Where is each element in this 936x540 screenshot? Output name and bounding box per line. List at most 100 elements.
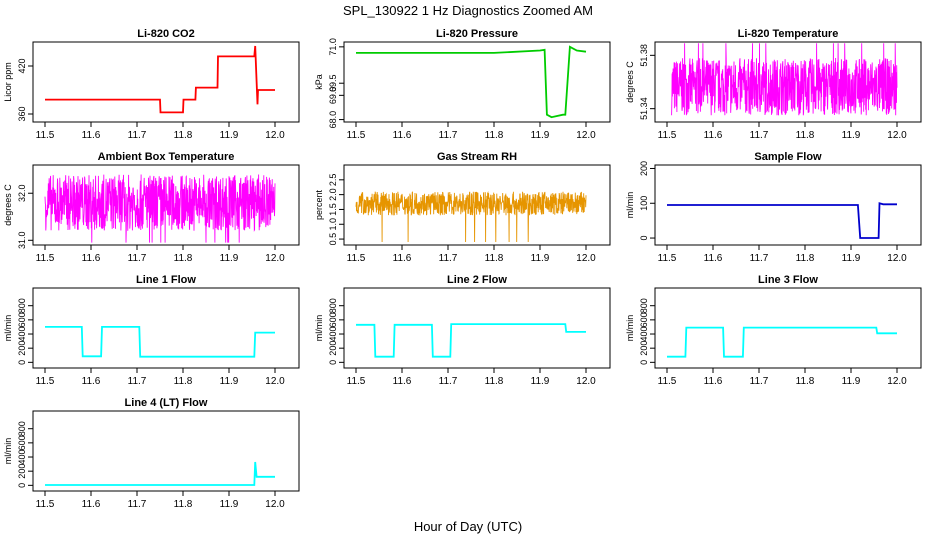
y-tick-label: 600: [17, 312, 27, 327]
y-tick-label: 0: [17, 483, 27, 488]
plot-frame: [32, 410, 300, 492]
x-tick-label: 12.0: [887, 376, 907, 387]
y-tick-label: 0: [17, 360, 27, 365]
x-tick-label: 12.0: [265, 130, 285, 141]
y-tick-label: 400: [639, 327, 649, 342]
y-tick-label: 200: [328, 341, 338, 356]
y-tick-label: 69.0: [328, 87, 338, 105]
x-tick-label: 11.7: [128, 253, 147, 264]
y-axis-label: degrees C: [3, 184, 13, 226]
x-tick-label: 12.0: [576, 130, 596, 141]
x-tick-label: 11.9: [531, 253, 550, 264]
x-tick-label: 12.0: [887, 253, 907, 264]
y-axis-label: ml/min: [3, 315, 13, 342]
y-tick-label: 800: [328, 298, 338, 313]
panel-ambient-box-temperature: Ambient Box Temperature degrees C 11.5 11.6…: [3, 151, 300, 264]
x-tick-label: 11.8: [485, 253, 504, 264]
x-tick-label: 11.9: [220, 130, 239, 141]
plot-frame: [32, 41, 300, 123]
series-line: [355, 190, 587, 243]
panel-title: Gas Stream RH: [437, 151, 517, 163]
x-tick-label: 11.9: [531, 130, 550, 141]
panel-title: Ambient Box Temperature: [98, 151, 235, 163]
panel-li-820-temperature: Li-820 Temperature degrees C 11.5 11.6 11.7 1…: [625, 28, 922, 141]
series-line: [667, 202, 897, 239]
x-tick-label: 11.9: [842, 130, 861, 141]
x-tick-label: 11.7: [750, 376, 769, 387]
x-tick-label: 12.0: [265, 376, 285, 387]
y-tick-label: 68.0: [328, 111, 338, 129]
panel-title: Line 4 (LT) Flow: [125, 397, 208, 409]
y-tick-label: 800: [17, 421, 27, 436]
x-tick-label: 11.8: [174, 130, 193, 141]
x-tick-label: 11.5: [658, 253, 677, 264]
x-tick-label: 11.9: [220, 376, 239, 387]
x-tick-label: 11.6: [704, 130, 723, 141]
x-tick-label: 11.6: [82, 253, 101, 264]
x-tick-label: 11.5: [347, 376, 366, 387]
y-tick-label: 600: [17, 435, 27, 450]
y-tick-label: 100: [639, 196, 649, 211]
y-tick-label: 31.0: [17, 232, 27, 250]
y-tick-label: 32.0: [17, 184, 27, 202]
y-tick-label: 200: [17, 341, 27, 356]
panel-title: Li-820 Temperature: [738, 28, 839, 40]
y-tick-label: 400: [17, 327, 27, 342]
panel-li-820-pressure: Li-820 Pressure kPa 11.5 11.6 11.7 11.8 11.9 12…: [314, 28, 611, 141]
y-axis-label: degrees C: [625, 61, 635, 103]
panel-title: Sample Flow: [754, 151, 822, 163]
x-tick-label: 11.6: [82, 499, 101, 510]
panel-title: Li-820 CO2: [137, 28, 194, 40]
y-tick-label: 800: [17, 298, 27, 313]
x-tick-label: 11.7: [128, 376, 147, 387]
series-line: [45, 325, 275, 358]
x-tick-label: 11.6: [393, 253, 412, 264]
x-tick-label: 11.7: [128, 499, 147, 510]
y-tick-label: 800: [639, 298, 649, 313]
panel-line-4-lt-flow: Line 4 (LT) Flow ml/min 11.5 11.6 11.7 11.8 11…: [3, 397, 300, 510]
y-tick-label: 2.5: [328, 174, 338, 187]
y-tick-label: 0.5: [328, 233, 338, 246]
panel-line-1-flow: Line 1 Flow ml/min 11.5 11.6 11.7 11.8 11.9 12.…: [3, 274, 300, 387]
x-tick-label: 11.8: [796, 253, 815, 264]
y-axis-label: ml/min: [3, 438, 13, 465]
y-axis-label: kPa: [314, 74, 324, 90]
x-tick-label: 11.9: [842, 253, 861, 264]
y-tick-label: 51.34: [639, 97, 649, 120]
x-tick-label: 11.8: [174, 253, 193, 264]
x-tick-label: 11.6: [393, 130, 412, 141]
x-tick-label: 11.8: [796, 130, 815, 141]
x-tick-label: 11.8: [796, 376, 815, 387]
x-tick-label: 11.5: [347, 253, 366, 264]
series-line: [44, 174, 276, 243]
y-tick-label: 1.5: [328, 203, 338, 216]
series-line: [671, 43, 898, 116]
y-tick-label: 1.0: [328, 218, 338, 231]
x-tick-label: 11.6: [704, 253, 723, 264]
panel-sample-flow: Sample Flow ml/min 11.5 11.6 11.7 11.8 11.9 12.…: [625, 151, 922, 264]
y-tick-label: 0: [328, 360, 338, 365]
y-tick-label: 69.5: [328, 74, 338, 92]
y-axis-label: ml/min: [625, 192, 635, 219]
x-tick-label: 11.5: [36, 253, 55, 264]
panel-grid: Li-820 CO2 Licor ppm 11.5 11.6 11.7 11.8 11.9 1…: [3, 28, 922, 510]
y-tick-label: 420: [17, 58, 27, 73]
x-tick-label: 11.6: [82, 130, 101, 141]
x-tick-label: 11.8: [485, 130, 504, 141]
x-tick-label: 11.9: [220, 499, 239, 510]
x-tick-label: 12.0: [887, 130, 907, 141]
y-tick-label: 200: [17, 464, 27, 479]
panel-li-820-co2: Li-820 CO2 Licor ppm 11.5 11.6 11.7 11.8 11.9 1…: [3, 28, 300, 141]
y-axis-label: percent: [314, 189, 324, 220]
panel-title: Li-820 Pressure: [436, 28, 518, 40]
y-tick-label: 2.0: [328, 188, 338, 201]
panel-line-2-flow: Line 2 Flow ml/min 11.5 11.6 11.7 11.8 11.9 12.…: [314, 274, 611, 387]
x-tick-label: 11.6: [393, 376, 412, 387]
y-tick-label: 0: [639, 360, 649, 365]
y-tick-label: 0: [639, 236, 649, 241]
series-line: [667, 326, 897, 358]
x-tick-label: 11.9: [531, 376, 550, 387]
y-tick-label: 200: [639, 341, 649, 356]
x-tick-label: 11.8: [485, 376, 504, 387]
y-tick-label: 200: [639, 161, 649, 176]
